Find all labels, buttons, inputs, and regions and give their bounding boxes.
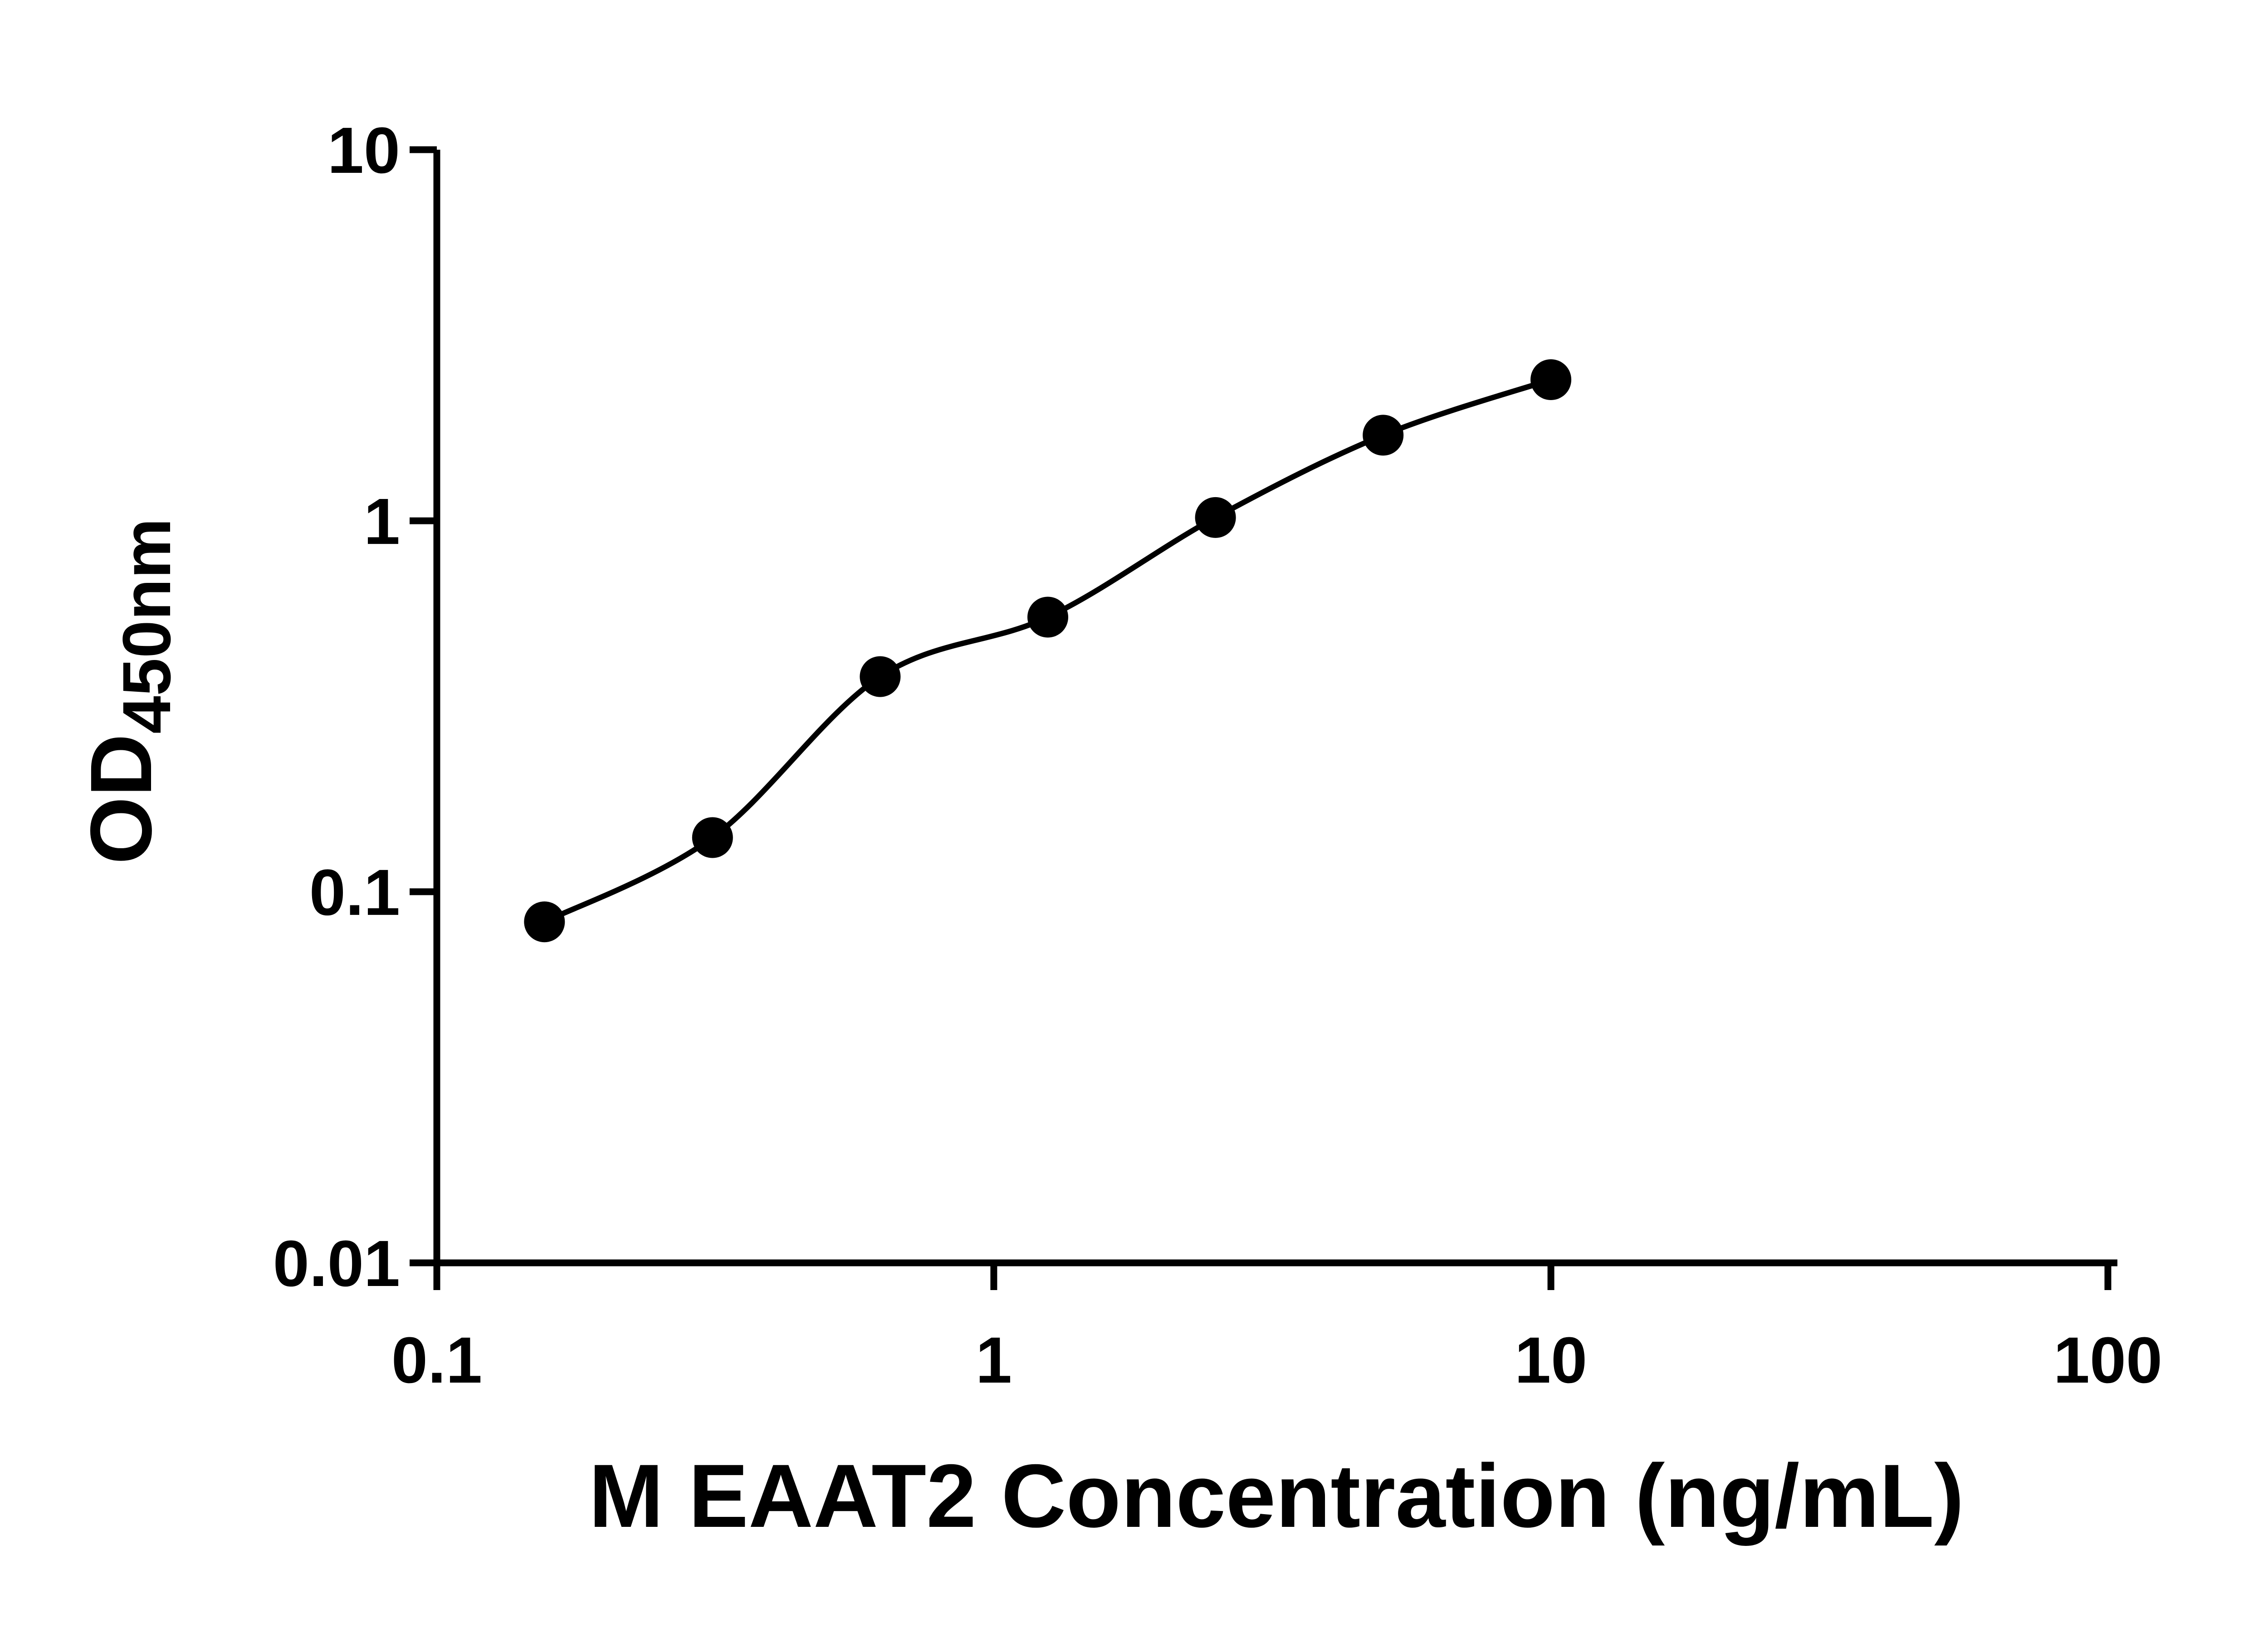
x-tick-label: 100 (2053, 1324, 2162, 1397)
x-tick-label: 10 (1515, 1324, 1587, 1397)
plot-area: 0.1 1 10 100 0.01 0.1 1 10 (273, 114, 2162, 1397)
axes (433, 150, 2117, 1266)
data-point (1530, 359, 1572, 400)
data-point (1195, 497, 1236, 538)
x-axis-title: M EAAT2 Concentration (ng/mL) (589, 1446, 1964, 1546)
data-point (524, 901, 565, 943)
y-tick-label: 0.1 (309, 856, 400, 929)
y-tick-label: 1 (364, 485, 400, 558)
data-point (860, 656, 901, 697)
y-axis-title: OD450nm (72, 518, 185, 864)
x-tick-label: 1 (976, 1324, 1012, 1397)
y-axis-title-main: OD (72, 734, 170, 865)
y-tick-label: 10 (327, 114, 400, 187)
y-tick-label: 0.01 (273, 1227, 400, 1300)
data-point (1363, 415, 1404, 456)
data-point (1027, 596, 1068, 638)
data-point (692, 817, 733, 858)
y-axis-title-subscript: 450nm (108, 518, 185, 733)
x-tick-label: 0.1 (391, 1324, 482, 1397)
